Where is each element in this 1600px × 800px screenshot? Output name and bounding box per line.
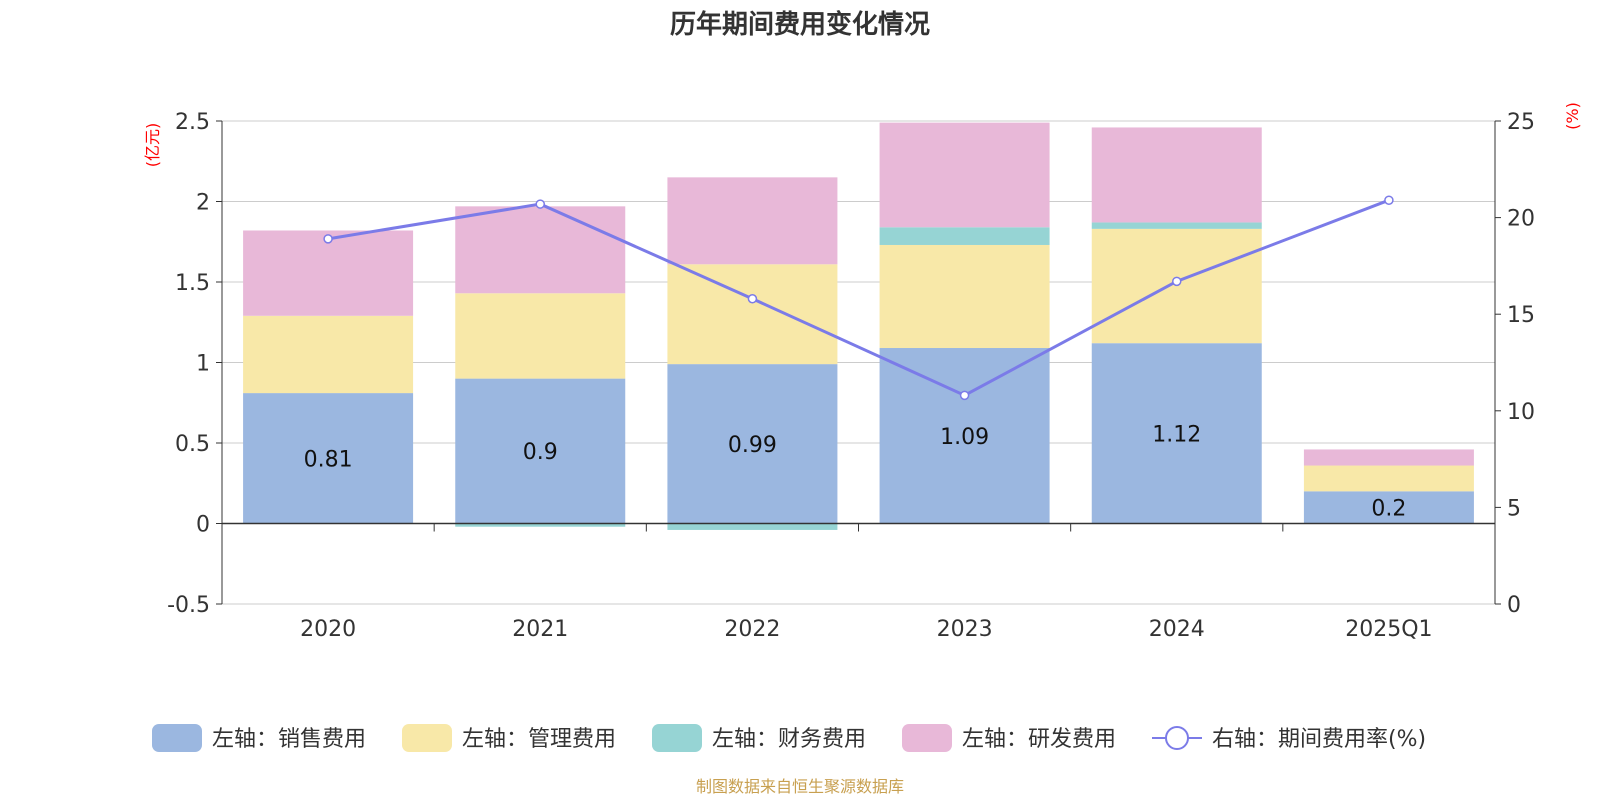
rate-point	[323, 234, 333, 244]
bar-segment-s3	[879, 122, 1050, 228]
bars	[243, 122, 1474, 530]
left-tick-label: 1.5	[175, 271, 210, 296]
right-tick-label: 10	[1507, 400, 1535, 425]
legend-label: 左轴：财务费用	[712, 727, 866, 752]
bar-segment-s3	[667, 177, 838, 265]
x-tick-label: 2024	[1149, 617, 1205, 642]
data-label: 0.81	[304, 447, 353, 472]
x-tick-label: 2021	[512, 617, 568, 642]
bar-segment-s3	[1091, 127, 1262, 223]
bar-segment-s2	[879, 227, 1050, 245]
left-tick-label: -0.5	[167, 593, 210, 618]
bar-segment-s1	[455, 293, 626, 379]
rate-point	[535, 199, 545, 209]
bar-segment-s2	[455, 523, 626, 527]
right-tick-label: 20	[1507, 207, 1535, 232]
bar-segment-s1	[243, 315, 414, 394]
legend-swatch	[152, 724, 202, 752]
source-note: 制图数据来自恒生聚源数据库	[696, 777, 904, 796]
axes: -0.5 0 0.5 1 1.5 2 2.5 0 5 10 15 20 25 2020 2021 2022 20…	[167, 110, 1535, 642]
rate-point	[959, 390, 970, 401]
rate-line-path	[327, 198, 1390, 398]
bar-segment-s0	[1303, 491, 1474, 524]
legend-label: 左轴：销售费用	[212, 727, 366, 752]
right-tick-label: 5	[1507, 496, 1521, 521]
bar-segment-s1	[667, 264, 838, 365]
bar-segment-s0	[455, 378, 626, 524]
bar-segment-s0	[667, 364, 838, 524]
left-tick-label: 2.5	[175, 110, 210, 135]
left-axis-unit: (亿元)	[143, 123, 162, 168]
legend-label: 左轴：研发费用	[962, 727, 1116, 752]
legend-swatch	[652, 724, 702, 752]
legend: 左轴：销售费用 左轴：管理费用 左轴：财务费用 左轴：研发费用 右轴：期间费用率(%)	[152, 724, 1426, 752]
data-label: 1.09	[940, 425, 989, 450]
rate-point	[747, 293, 758, 304]
data-labels: 0.81 0.9 0.99 1.09 1.12 0.2	[304, 422, 1407, 521]
chart-title: 历年期间费用变化情况	[670, 9, 930, 40]
legend-swatch	[902, 724, 952, 752]
rate-point	[1172, 276, 1182, 287]
left-tick-label: 1	[196, 352, 210, 377]
rate-line	[323, 195, 1394, 401]
legend-label: 右轴：期间费用率(%)	[1212, 727, 1426, 752]
right-tick-label: 25	[1507, 110, 1535, 135]
x-tick-label: 2025Q1	[1345, 617, 1432, 642]
right-axis-unit: (%)	[1563, 102, 1582, 130]
bar-segment-s3	[243, 230, 414, 316]
bar-segment-s1	[1303, 465, 1474, 492]
x-tick-label: 2020	[300, 617, 356, 642]
bar-segment-s1	[879, 244, 1050, 349]
bar-segment-s0	[1091, 343, 1262, 524]
left-tick-label: 2	[196, 191, 210, 216]
data-label: 0.9	[523, 440, 558, 465]
bar-segment-s3	[1303, 449, 1474, 466]
bar-segment-s0	[879, 348, 1050, 524]
data-label: 1.12	[1152, 422, 1201, 447]
data-label: 0.99	[728, 433, 777, 458]
rate-point	[1384, 195, 1394, 205]
legend-marker	[1165, 726, 1189, 750]
data-label: 0.2	[1371, 496, 1406, 521]
x-tick-label: 2023	[937, 617, 993, 642]
right-tick-label: 0	[1507, 593, 1521, 618]
bar-segment-s3	[455, 206, 626, 294]
left-tick-label: 0.5	[175, 432, 210, 457]
legend-swatch	[402, 724, 452, 752]
bar-segment-s0	[243, 393, 414, 524]
x-tick-label: 2022	[724, 617, 780, 642]
grid	[222, 120, 1495, 605]
left-tick-label: 0	[196, 513, 210, 538]
right-tick-label: 15	[1507, 303, 1535, 328]
bar-segment-s2	[667, 523, 838, 530]
legend-label: 左轴：管理费用	[462, 727, 616, 752]
bar-segment-s2	[1091, 222, 1262, 229]
